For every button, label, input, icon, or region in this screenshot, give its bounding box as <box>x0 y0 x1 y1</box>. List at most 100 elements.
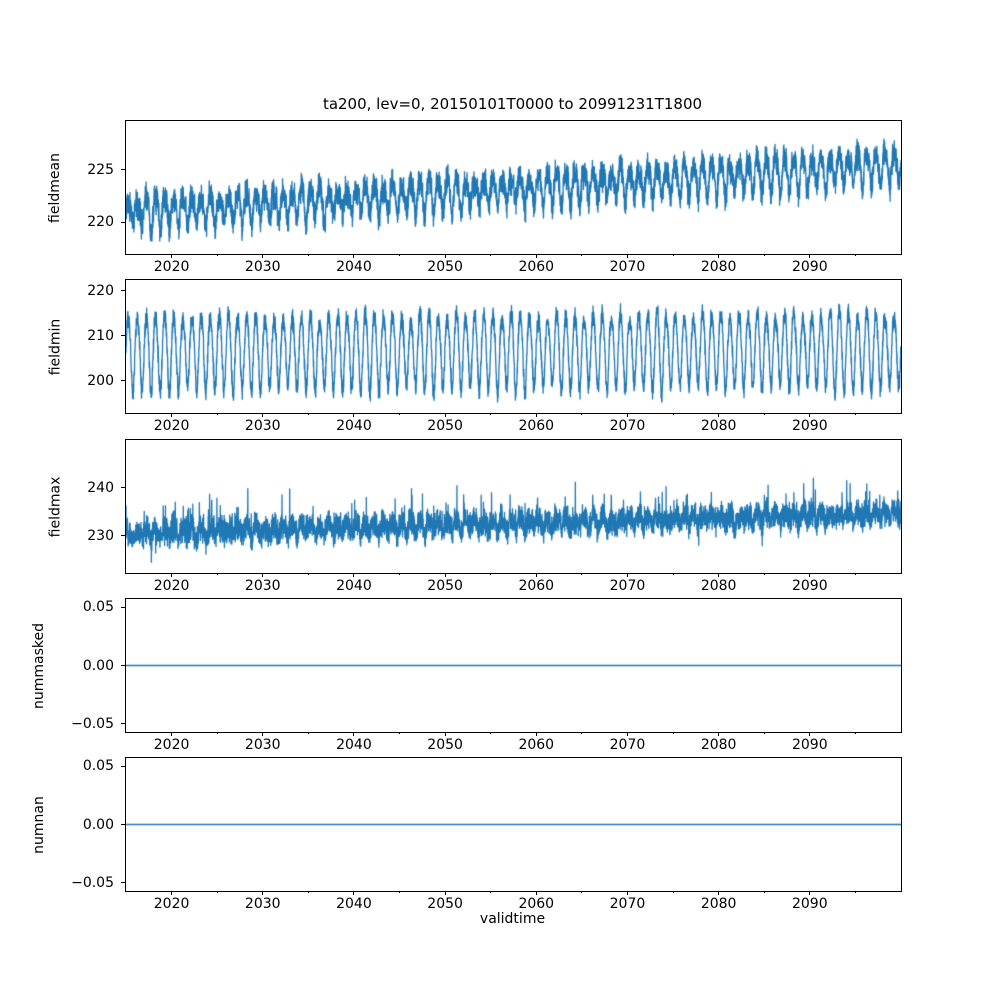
x-minor-tick-mark <box>307 732 309 734</box>
x-minor-tick-mark <box>490 413 492 415</box>
x-tick-mark <box>718 573 720 577</box>
y-axis-label-numnan: numnan <box>31 795 48 854</box>
x-tick-label: 2090 <box>791 259 828 275</box>
x-tick-label: 2070 <box>609 259 646 275</box>
x-tick-mark <box>262 573 264 577</box>
y-axis-label-fieldmin: fieldmin <box>47 318 64 375</box>
x-tick-mark <box>809 573 811 577</box>
x-tick-label: 2050 <box>427 896 463 912</box>
y-tick-label: 0.05 <box>82 758 114 775</box>
y-tick-label: 220 <box>87 282 114 299</box>
x-tick-label: 2070 <box>609 578 646 594</box>
subplot-numnan: numnan −0.05 0.00 0.05 2020 2030 2040 2050 2060… <box>31 757 902 912</box>
x-tick-label: 2060 <box>518 578 555 594</box>
x-tick-mark <box>718 732 720 736</box>
y-axis-label-col: nummasked <box>29 599 49 732</box>
x-tick-label: 2030 <box>244 896 281 912</box>
plot-line-canvas-numnan <box>126 758 901 891</box>
x-tick-mark <box>626 573 628 577</box>
y-axis-label-col: fieldmin <box>45 280 65 413</box>
x-tick-label: 2090 <box>791 418 828 434</box>
subplot-nummasked: nummasked −0.05 0.00 0.05 2020 2030 2040 2050 2… <box>31 598 902 753</box>
x-minor-tick-mark <box>672 732 674 734</box>
y-axis-label-col: numnan <box>29 758 49 891</box>
x-tick-label: 2020 <box>153 737 190 753</box>
plot-line-canvas-nummasked <box>126 599 901 732</box>
x-minor-tick-mark <box>581 254 583 256</box>
y-axis-label-nummasked: nummasked <box>31 622 48 709</box>
x-minor-tick-mark <box>399 891 401 893</box>
x-tick-mark <box>809 254 811 258</box>
x-tick-mark <box>718 413 720 417</box>
x-minor-tick-mark <box>854 413 856 415</box>
y-tick-label: 200 <box>87 372 114 389</box>
x-tick-mark <box>626 254 628 258</box>
x-minor-tick-mark <box>763 573 765 575</box>
x-tick-label: 2090 <box>791 896 828 912</box>
x-minor-tick-mark <box>399 732 401 734</box>
x-tick-label: 2030 <box>244 578 281 594</box>
x-minor-tick-mark <box>307 573 309 575</box>
x-tick-mark <box>262 413 264 417</box>
x-minor-tick-mark <box>399 413 401 415</box>
x-tick-mark <box>535 891 537 895</box>
x-tick-label: 2020 <box>153 578 190 594</box>
x-tick-label: 2050 <box>427 418 463 434</box>
x-tick-mark <box>444 413 446 417</box>
x-minor-tick-mark <box>672 891 674 893</box>
y-tick-mark <box>121 824 125 825</box>
y-tick-mark <box>121 169 125 171</box>
x-tick-label: 2080 <box>700 896 737 912</box>
x-minor-tick-mark <box>490 573 492 575</box>
x-tick-mark <box>718 254 720 258</box>
x-tick-label: 2080 <box>700 418 737 434</box>
x-tick-label: 2060 <box>518 737 555 753</box>
y-tick-mark <box>121 290 125 292</box>
subplot-fieldmean: fieldmean 220 225 2020 2030 2040 2050 2060 2070… <box>47 120 902 275</box>
x-tick-label: 2060 <box>518 896 555 912</box>
y-tick-label: 0.00 <box>82 657 114 674</box>
y-tick-label: 225 <box>87 161 114 178</box>
x-tick-mark <box>626 891 628 895</box>
x-tick-label: 2070 <box>609 896 646 912</box>
y-tick-mark <box>121 335 125 337</box>
x-minor-tick-mark <box>216 891 218 893</box>
x-tick-mark <box>353 254 355 258</box>
x-tick-mark <box>535 573 537 577</box>
x-tick-label: 2050 <box>427 737 463 753</box>
x-tick-label: 2020 <box>153 418 190 434</box>
x-tick-label: 2070 <box>609 418 646 434</box>
y-tick-label: 240 <box>87 479 114 496</box>
x-minor-tick-mark <box>581 891 583 893</box>
x-tick-mark <box>353 413 355 417</box>
y-tick-mark <box>121 665 125 666</box>
x-tick-mark <box>171 732 173 736</box>
x-tick-mark <box>171 891 173 895</box>
y-axis-label-col: fieldmax <box>45 440 65 573</box>
y-axis-label-col: fieldmean <box>45 121 65 254</box>
x-minor-tick-mark <box>763 254 765 256</box>
x-tick-mark <box>262 891 264 895</box>
y-tick-label: 220 <box>87 214 114 231</box>
figure-title: ta200, lev=0, 20150101T0000 to 20991231T… <box>322 95 703 113</box>
x-tick-mark <box>626 413 628 417</box>
x-minor-tick-mark <box>216 254 218 256</box>
x-minor-tick-mark <box>490 254 492 256</box>
x-tick-label: 2040 <box>336 896 372 912</box>
x-minor-tick-mark <box>399 254 401 256</box>
y-tick-mark <box>121 606 125 608</box>
x-tick-label: 2060 <box>518 418 555 434</box>
plot-line-canvas-fieldmin <box>126 280 901 413</box>
x-minor-tick-mark <box>581 573 583 575</box>
x-minor-tick-mark <box>672 254 674 256</box>
x-minor-tick-mark <box>854 573 856 575</box>
x-minor-tick-mark <box>307 413 309 415</box>
x-tick-mark <box>171 254 173 258</box>
x-tick-label: 2040 <box>336 418 372 434</box>
subplot-fieldmax: fieldmax 230 240 2020 2030 2040 2050 2060 2070 2… <box>47 439 902 594</box>
y-tick-mark <box>121 221 125 223</box>
x-tick-mark <box>353 732 355 736</box>
x-minor-tick-mark <box>854 891 856 893</box>
x-tick-label: 2090 <box>791 578 828 594</box>
